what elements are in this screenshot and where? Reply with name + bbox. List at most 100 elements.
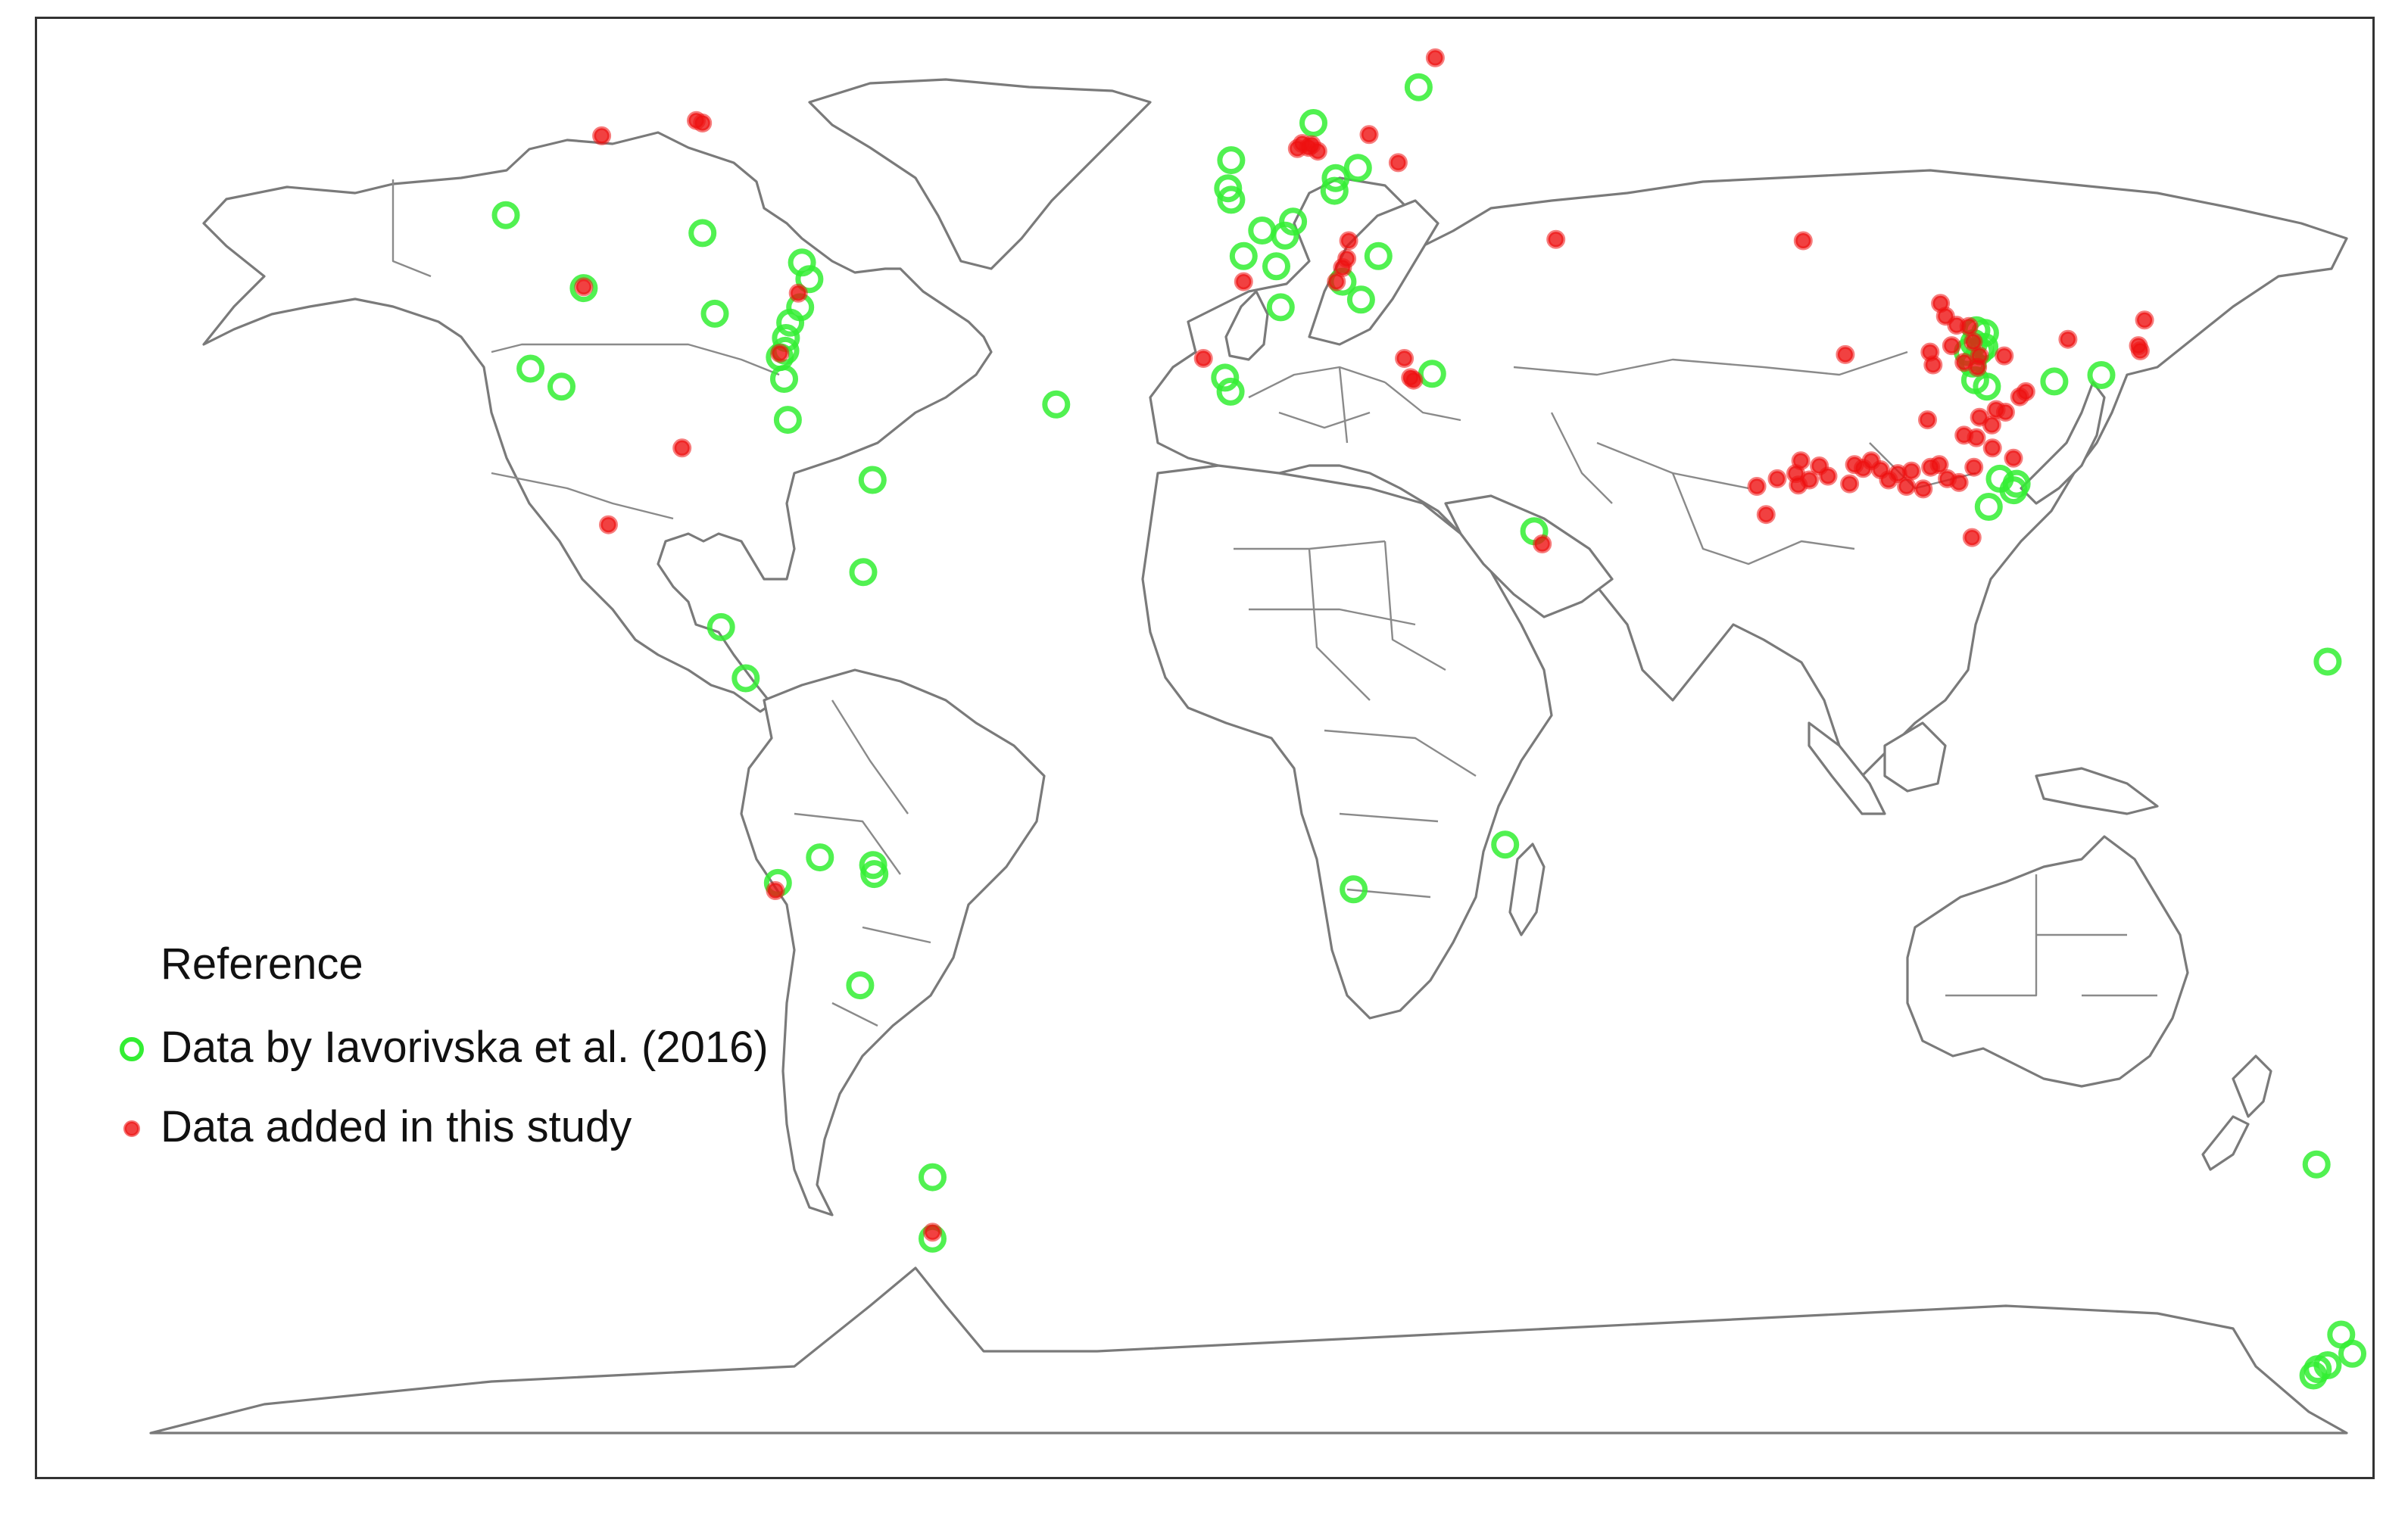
world-map[interactable] <box>37 19 2372 1477</box>
added-site-marker <box>770 344 790 363</box>
australia-landmass <box>1906 835 2189 1088</box>
south-america-borders <box>794 699 931 1027</box>
added-site-marker <box>2130 341 2150 360</box>
added-site-marker <box>1967 428 1986 447</box>
added-site-marker <box>1425 48 1445 67</box>
existing-site-marker <box>1343 154 1372 182</box>
existing-site-marker <box>700 299 729 328</box>
existing-site-marker <box>806 843 834 872</box>
added-site-marker <box>1395 349 1415 368</box>
added-site-marker <box>1954 353 1974 372</box>
existing-site-marker <box>1266 293 1295 322</box>
existing-site-marker <box>849 558 878 587</box>
africa-borders <box>1234 540 1477 899</box>
britain-landmass <box>1224 290 1269 361</box>
existing-site-marker <box>688 219 717 248</box>
added-site-marker <box>2058 329 2078 349</box>
existing-site-marker <box>2087 361 2116 389</box>
added-site-marker <box>1897 477 1917 496</box>
added-site-marker <box>1918 410 1937 430</box>
added-site-marker <box>1287 139 1307 158</box>
existing-site-marker <box>1211 363 1240 392</box>
existing-site-marker <box>770 365 798 393</box>
existing-site-marker <box>2040 367 2069 396</box>
africa-landmass <box>1141 464 1553 1020</box>
existing-site-marker <box>1404 73 1433 101</box>
added-site-marker <box>1533 534 1552 553</box>
added-site-marker <box>1359 125 1379 145</box>
added-site-marker <box>1982 438 2002 458</box>
added-site-marker <box>1840 474 1860 494</box>
existing-site-marker <box>731 664 760 693</box>
existing-site-marker <box>1279 207 1308 236</box>
existing-site-marker <box>491 201 520 229</box>
existing-site-marker <box>1321 164 1350 192</box>
added-site-marker <box>599 515 618 534</box>
added-site-marker <box>1964 457 1984 477</box>
added-site-marker <box>1747 477 1767 496</box>
legend-title: Reference <box>161 939 363 989</box>
country-borders <box>391 179 2157 1027</box>
added-site-marker <box>1942 336 1961 356</box>
existing-site-marker <box>1346 285 1375 314</box>
antarctica-landmass <box>149 1266 2348 1435</box>
added-site-marker <box>1962 528 1982 547</box>
added-site-marker <box>574 277 594 297</box>
added-site-marker <box>1949 472 1969 492</box>
added-site-marker <box>1995 403 2015 422</box>
existing-site-marker <box>773 406 802 435</box>
added-site-marker <box>1234 272 1253 291</box>
added-site-marker <box>1793 231 1813 251</box>
asia-borders <box>1513 350 1976 565</box>
added-site-marker <box>1193 349 1213 368</box>
red-dot-icon <box>123 1120 140 1137</box>
alaska-border <box>391 179 432 278</box>
land-outlines <box>149 78 2348 1435</box>
japan-landmass <box>2020 381 2106 505</box>
existing-site-marker <box>1217 185 1246 214</box>
existing-site-marker <box>1491 830 1520 859</box>
us-mexico-border <box>491 472 674 520</box>
new-zealand-landmass <box>2232 1055 2272 1118</box>
added-sites <box>574 48 2154 1242</box>
existing-site-marker <box>1418 360 1446 388</box>
added-site-marker <box>1388 153 1408 173</box>
existing-site-marker <box>860 860 889 889</box>
added-site-marker <box>1756 505 1776 525</box>
existing-site-marker <box>1271 221 1299 250</box>
added-site-marker <box>923 1223 942 1242</box>
legend-label-existing: Data by Iavorivska et al. (2016) <box>161 1023 769 1072</box>
added-site-marker <box>687 111 706 130</box>
europe-borders <box>1248 366 1461 444</box>
added-site-marker <box>1995 346 2014 366</box>
australia-borders <box>1945 874 2157 997</box>
added-site-marker <box>1308 142 1327 161</box>
existing-site-marker <box>1262 252 1290 281</box>
borneo-landmass <box>1883 721 1947 793</box>
existing-site-marker <box>846 971 875 1000</box>
added-site-marker <box>1982 415 2001 435</box>
existing-site-marker <box>1974 493 2003 521</box>
added-site-marker <box>1923 355 1943 375</box>
added-site-marker <box>1546 229 1566 249</box>
added-site-marker <box>1339 231 1358 251</box>
added-site-marker <box>766 881 785 900</box>
new-zealand-south-landmass <box>2201 1115 2250 1171</box>
south-america-landmass <box>740 668 1046 1216</box>
added-site-marker <box>1327 272 1346 291</box>
existing-site-marker <box>1973 372 2001 401</box>
us-canada-border <box>491 343 780 376</box>
existing-site-marker <box>1320 176 1349 205</box>
added-site-marker <box>1791 451 1811 471</box>
added-site-marker <box>2016 382 2035 401</box>
madagascar-landmass <box>1508 843 1546 936</box>
existing-site-marker <box>569 274 598 303</box>
north-america-landmass <box>202 131 993 713</box>
existing-site-marker <box>516 354 545 383</box>
existing-site-marker <box>1042 390 1071 419</box>
added-site-marker <box>1929 455 1949 475</box>
added-site-marker <box>788 283 808 303</box>
existing-site-marker <box>2299 1361 2328 1390</box>
existing-site-marker <box>776 308 805 337</box>
added-site-marker <box>592 126 612 145</box>
